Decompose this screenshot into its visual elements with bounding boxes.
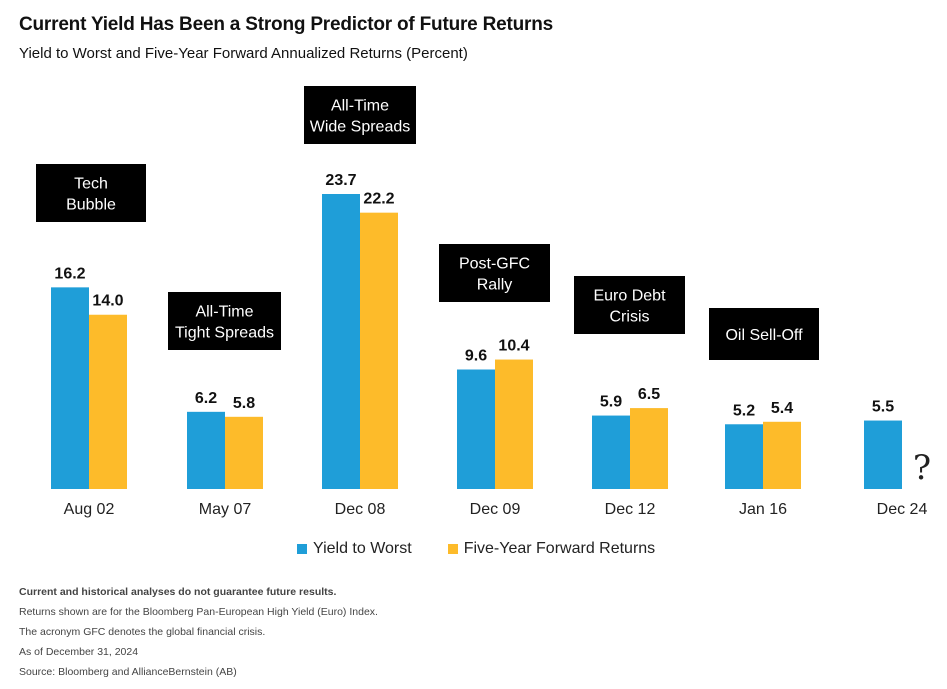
data-label-returns-3: 10.4 [498, 338, 529, 355]
data-label-yield-2: 23.7 [325, 172, 356, 189]
x-tick-label-2: Dec 08 [335, 501, 386, 518]
bar-chart: 16.2 14.0 Aug 02 6.2 5.8 May 07 23.7 22.2 Dec 08… [36, 86, 931, 518]
bar-returns-1 [225, 416, 263, 489]
callout-box-5 [709, 308, 819, 360]
callout-box-4 [574, 276, 685, 334]
data-label-returns-2: 22.2 [363, 191, 394, 208]
x-tick-label-1: May 07 [199, 501, 252, 518]
legend-swatch-yield [297, 544, 307, 554]
callout-text-2-1: Wide Spreads [310, 119, 411, 136]
callout-text-4-1: Crisis [610, 309, 650, 326]
data-label-yield-1: 6.2 [195, 390, 217, 407]
bar-returns-3 [495, 359, 533, 489]
chart-subtitle: Yield to Worst and Five-Year Forward Ann… [19, 45, 468, 62]
bar-yield-5 [725, 424, 763, 489]
x-tick-label-4: Dec 12 [605, 501, 656, 518]
legend-label-yield: Yield to Worst [313, 540, 412, 557]
footnote-index: Returns shown are for the Bloomberg Pan-… [19, 606, 378, 618]
callout-text-1-0: All-Time [195, 304, 253, 321]
callout-box-2 [304, 86, 416, 144]
data-label-yield-0: 16.2 [54, 265, 85, 282]
callout-text-2-0: All-Time [331, 98, 389, 115]
x-tick-label-3: Dec 09 [470, 501, 521, 518]
callout-text-4-0: Euro Debt [593, 288, 666, 305]
callout-text-5-0: Oil Sell-Off [725, 327, 803, 344]
bar-yield-3 [457, 369, 495, 489]
footnote-acronym: The acronym GFC denotes the global finan… [19, 626, 266, 638]
legend-swatch-returns [447, 544, 458, 554]
callout-text-3-0: Post-GFC [459, 256, 530, 273]
data-label-yield-6: 5.5 [872, 399, 894, 416]
bar-yield-6 [864, 420, 902, 489]
chart-title: Current Yield Has Been a Strong Predicto… [19, 14, 554, 35]
legend-item-returns: Five-Year Forward Returns [447, 540, 656, 558]
legend-label-returns: Five-Year Forward Returns [463, 540, 656, 557]
missing-value-marker: ? [913, 448, 931, 488]
bar-returns-0 [89, 314, 127, 489]
bar-returns-2 [360, 212, 398, 489]
bar-yield-1 [187, 411, 225, 489]
data-label-returns-4: 6.5 [638, 386, 660, 403]
data-label-returns-5: 5.4 [771, 400, 793, 417]
callout-box-0 [36, 164, 146, 222]
bar-yield-4 [592, 415, 630, 489]
footnote-date: As of December 31, 2024 [19, 646, 139, 658]
callout-text-0-1: Bubble [66, 197, 116, 214]
data-label-yield-3: 9.6 [465, 348, 487, 365]
footnote-source: Source: Bloomberg and AllianceBernstein … [19, 666, 237, 678]
x-tick-label-5: Jan 16 [739, 501, 787, 518]
legend: Yield to Worst Five-Year Forward Returns [297, 540, 691, 558]
bar-returns-5 [763, 421, 801, 489]
callout-text-0-0: Tech [74, 176, 108, 193]
legend-item-yield: Yield to Worst [297, 540, 412, 558]
callout-box-3 [439, 244, 550, 302]
footnotes: Current and historical analyses do not g… [19, 582, 378, 682]
footnote-disclaimer: Current and historical analyses do not g… [19, 586, 337, 598]
callout-box-1 [168, 292, 281, 350]
data-label-yield-4: 5.9 [600, 394, 622, 411]
bar-yield-2 [322, 194, 360, 489]
data-label-returns-1: 5.8 [233, 395, 255, 412]
bar-returns-4 [630, 408, 668, 489]
bar-yield-0 [51, 287, 89, 489]
callout-text-1-1: Tight Spreads [175, 325, 274, 342]
data-label-returns-0: 14.0 [92, 293, 123, 310]
x-tick-label-0: Aug 02 [64, 501, 115, 518]
data-label-yield-5: 5.2 [733, 402, 755, 419]
x-tick-label-6: Dec 24 [877, 501, 928, 518]
callout-text-3-1: Rally [477, 277, 513, 294]
